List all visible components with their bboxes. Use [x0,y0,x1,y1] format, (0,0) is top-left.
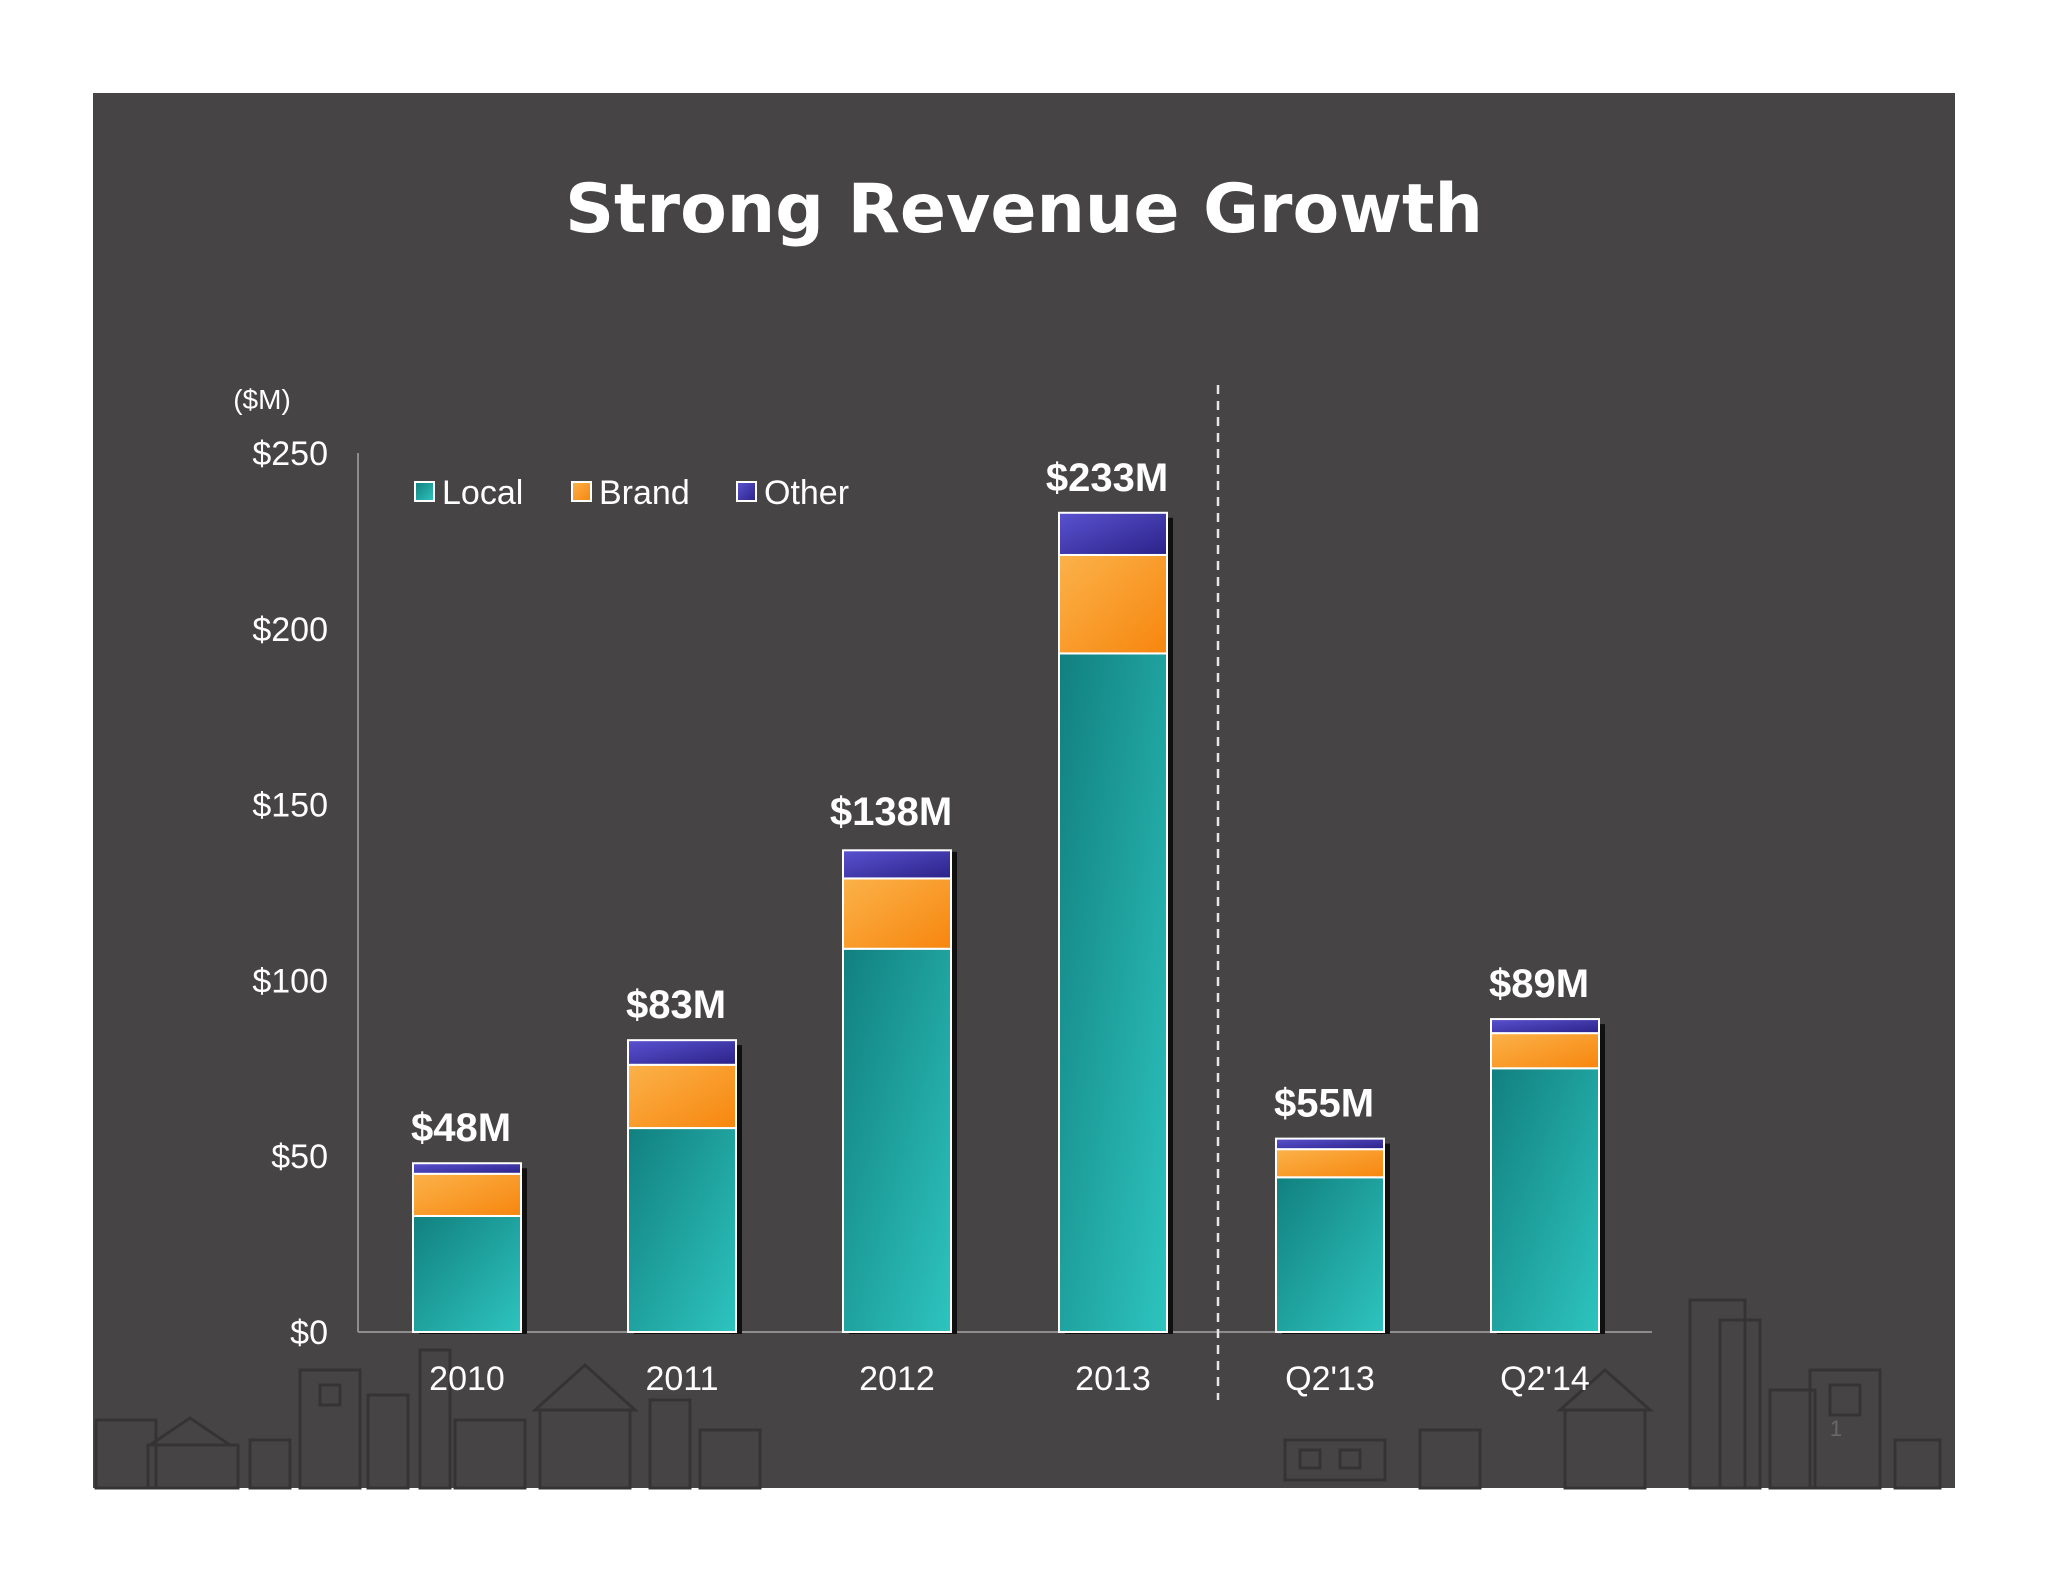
bar-segment-local [1490,1067,1600,1334]
total-value-label: $89M [1489,962,1589,1006]
bar-segment-local [1058,652,1168,1333]
total-value-labels: $48M $83M $138M $233M $55M $89M [411,456,1589,1150]
legend-label-other: Other [764,474,849,512]
bar-segment-brand [1490,1032,1600,1070]
total-value-label: $55M [1274,1082,1374,1126]
bar-segment-local [1275,1176,1385,1334]
bar-segment-brand [412,1172,522,1217]
slide-background [93,93,1955,1488]
bar-segment-brand [627,1063,737,1130]
bar-stacks [412,511,1605,1334]
legend-swatch-other [736,481,757,502]
bar-segment-other [1058,511,1168,556]
legend-label-brand: Brand [599,474,690,512]
legend-label-local: Local [442,474,523,512]
bar-segment-other [627,1039,737,1066]
x-tick-label: 2013 [1075,1360,1151,1398]
x-tick-label: 2011 [645,1360,718,1398]
bar-segment-local [412,1214,522,1334]
legend-swatch-brand [571,481,592,502]
total-value-label: $48M [411,1106,511,1150]
x-axis-ticks: 2010 2011 2012 2013 Q2'13 Q2'14 [429,1360,1590,1398]
y-tick-label: $100 [252,962,328,1000]
total-value-label: $83M [626,983,726,1027]
bar-segment-other [1275,1137,1385,1151]
y-axis-unit-label: ($M) [233,384,291,415]
x-tick-label: 2012 [859,1360,935,1398]
bar-stack [1490,1018,1605,1334]
y-tick-label: $250 [252,435,328,473]
city-skyline-illustration [94,1298,1942,1490]
y-tick-label: $0 [290,1314,328,1352]
legend-swatch-local [414,481,435,502]
slide-title: Strong Revenue Growth [565,170,1483,249]
x-tick-label: Q2'13 [1285,1360,1375,1398]
total-value-label: $138M [830,790,952,834]
bar-segment-brand [842,877,952,950]
total-value-label: $233M [1046,456,1168,500]
bar-stack [627,1039,742,1334]
bar-segment-other [412,1162,522,1175]
bar-stack [1058,511,1173,1334]
bar-segment-other [842,849,952,880]
y-tick-label: $50 [271,1138,328,1176]
bar-segment-local [627,1127,737,1334]
bar-segment-other [1490,1018,1600,1035]
y-tick-label: $200 [252,611,328,649]
y-tick-label: $150 [252,787,328,825]
x-tick-label: Q2'14 [1500,1360,1590,1398]
y-axis-ticks: $0 $50 $100 $150 $200 $250 [252,435,328,1352]
bar-segment-local [842,947,952,1333]
bar-segment-brand [1058,553,1168,655]
x-tick-label: 2010 [429,1360,505,1398]
bar-segment-brand [1275,1148,1385,1179]
bar-stack [842,849,957,1334]
bar-stack [1275,1137,1390,1334]
bar-stack [412,1162,527,1334]
chart-legend: Local Brand Other [414,474,849,512]
page-number: 1 [1830,1416,1842,1441]
